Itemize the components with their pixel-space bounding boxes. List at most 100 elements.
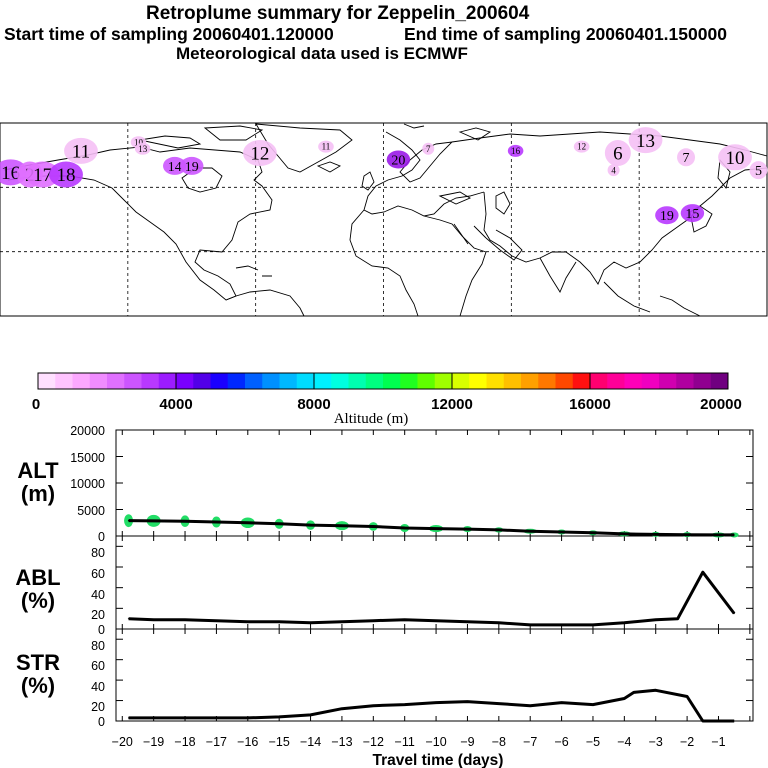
x-tick-label--14: −14 (300, 735, 321, 749)
colorbar-tick-16000: 16000 (569, 396, 611, 413)
plume-label-13: 13 (636, 131, 655, 152)
colorbar-cell-24 (452, 373, 470, 389)
x-tick-label--4: −4 (617, 735, 631, 749)
x-tick-label--13: −13 (331, 735, 352, 749)
colorbar-frame (37, 372, 729, 390)
alt-ytick-0: 0 (98, 530, 105, 544)
colorbar-cell-26 (486, 373, 505, 389)
coast-caspian (495, 191, 511, 215)
colorbar-cell-9 (193, 373, 211, 389)
abl-point-15 (592, 624, 594, 626)
colorbar-cell-7 (158, 373, 177, 389)
plume-bubble-11 (386, 150, 411, 169)
str-point-10 (435, 702, 437, 704)
colorbar-cell-14 (279, 373, 298, 389)
colorbar-cell-19 (365, 373, 384, 389)
str-point-6 (309, 714, 312, 716)
plume-label-8: 19 (185, 160, 199, 175)
abl-point-1 (153, 619, 155, 621)
alt-panel-unit: (m) (21, 481, 55, 506)
x-tick-label--8: −8 (492, 735, 506, 749)
str-point-11 (466, 700, 469, 703)
abl-ytick-40: 40 (91, 588, 105, 602)
alt-point-7 (341, 525, 343, 527)
header: Retroplume summary for Zeppelin_200604 S… (0, 0, 768, 70)
abl-point-18 (677, 618, 679, 620)
abl-point-11 (466, 621, 469, 623)
str-point-18 (655, 689, 657, 691)
colorbar-tick-0: 0 (32, 396, 40, 413)
str-ytick-60: 60 (91, 659, 105, 673)
x-tick-label--20: −20 (112, 735, 133, 749)
abl-panel-label: ABL (15, 565, 60, 590)
x-tick-label--15: −15 (269, 735, 290, 749)
str-point-20 (702, 720, 704, 722)
plume-label-7: 14 (168, 160, 182, 175)
alt-point-8 (372, 525, 374, 528)
colorbar-title: Altitude (m) (334, 411, 409, 427)
x-tick-labels: −20 −19 −18 −17 −16 −15 −14 −13 −12 −11 −10 −9 −8 −7 −… (112, 735, 726, 749)
abl-panel-frame (115, 535, 754, 630)
plume-bubble-15 (604, 140, 631, 167)
plume-bubble-9 (243, 140, 277, 167)
str-point-13 (529, 705, 531, 707)
plume-label-11: 20 (391, 153, 405, 168)
str-point-19 (686, 695, 688, 698)
plume-bubble-8 (180, 156, 204, 175)
x-tick-label--3: −3 (649, 735, 663, 749)
str-ytick-40: 40 (91, 680, 105, 694)
colorbar-cell-18 (348, 373, 367, 389)
abl-point-14 (560, 624, 563, 626)
str-ytick-0: 0 (98, 715, 105, 729)
coast-iceland (316, 161, 342, 173)
str-point-2 (184, 717, 186, 719)
abl-ytick-0: 0 (98, 623, 105, 637)
alt-point-20 (733, 534, 735, 536)
alt-point-1 (153, 520, 155, 522)
x-tick-label--18: −18 (174, 735, 195, 749)
str-point-1 (153, 717, 155, 719)
plume-label-19: 15 (685, 207, 699, 222)
plume-bubble-4 (49, 161, 83, 188)
coast-black-sea (438, 191, 471, 205)
alt-ytick-5000: 5000 (77, 504, 105, 518)
plume-label-5: 10 (134, 137, 144, 147)
colorbar-cell-2 (72, 373, 91, 389)
alt-point-15 (592, 532, 594, 534)
abl-point-3 (215, 620, 218, 622)
colorbar-cell-1 (55, 373, 73, 389)
coast-scandinavia (399, 141, 454, 183)
str-point-4 (247, 717, 249, 719)
x-tick-label--16: −16 (237, 735, 258, 749)
abl-point-17 (655, 619, 657, 621)
x-tick-label--5: −5 (586, 735, 600, 749)
plume-bubble-3 (25, 161, 60, 188)
alt-point-10 (435, 527, 437, 530)
colorbar-cell-3 (89, 373, 108, 389)
colorbar-cell-22 (417, 373, 436, 389)
coast-asia (451, 131, 768, 285)
colorbar-cell-4 (107, 373, 125, 389)
alt-point-16 (623, 533, 625, 535)
plume-bubble-12 (422, 142, 435, 155)
abl-point-4 (247, 621, 249, 623)
str-panel-unit: (%) (21, 673, 55, 698)
series-lines (127, 519, 736, 723)
coast-caribbean (235, 265, 272, 277)
altitude-colorbar: 0 4000 8000 12000 16000 20000 Altitude (… (32, 372, 742, 427)
abl-point-13 (529, 624, 531, 626)
alt-point-3 (215, 521, 218, 523)
plume-labels: 1116217181013141912112071312671051519164 (0, 127, 768, 225)
abl-point-7 (341, 621, 343, 623)
alt-ytick-20000: 20000 (70, 424, 105, 438)
alt-panel-frame (115, 429, 754, 537)
abl-ytick-60: 60 (91, 567, 105, 581)
abl-point-10 (435, 620, 437, 622)
alt-point-9 (404, 527, 406, 529)
str-point-0 (127, 717, 130, 719)
plume-label-12: 7 (426, 144, 431, 154)
alt-point-18 (686, 534, 688, 536)
abl-point-6 (309, 622, 312, 624)
colorbar-cells (38, 373, 729, 389)
